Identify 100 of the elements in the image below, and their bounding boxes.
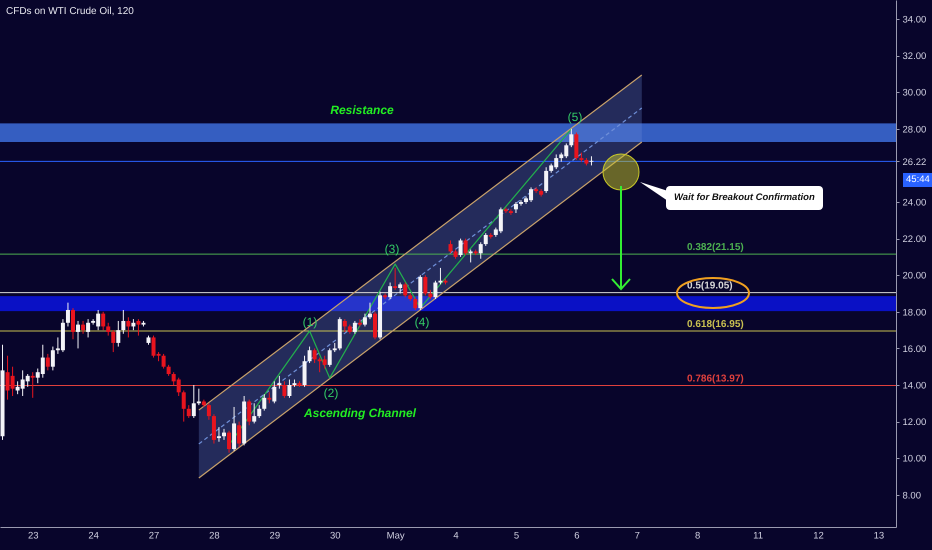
y-tick-label: 14.00	[902, 380, 926, 392]
candlestick	[46, 353, 50, 371]
candlestick	[50, 346, 55, 371]
candlestick	[342, 318, 347, 332]
annotation: (3)	[384, 242, 400, 256]
ref-line-label: 0.786(13.97)	[687, 374, 744, 385]
candlestick	[282, 380, 286, 398]
candlestick	[287, 379, 292, 398]
candlestick	[166, 364, 171, 376]
candlestick	[368, 302, 372, 320]
ref-line-label: 0.382(21.15)	[687, 242, 744, 254]
x-tick-label: 12	[813, 530, 824, 542]
y-tick-label: 24.00	[902, 198, 926, 209]
candlestick	[257, 404, 262, 418]
y-tick-label: 12.00	[902, 417, 926, 428]
candlestick	[186, 404, 191, 418]
candlestick	[302, 355, 307, 388]
x-tick-label: 8	[695, 530, 700, 542]
annotation: Ascending Channel	[304, 406, 416, 420]
y-tick-label: 10.00	[902, 454, 926, 465]
candlestick	[81, 320, 86, 334]
candlestick	[136, 318, 140, 336]
x-tick-label: 30	[330, 530, 341, 542]
x-tick-label: 28	[209, 530, 220, 542]
candlestick	[448, 240, 453, 254]
candlestick	[403, 282, 408, 298]
candlestick	[454, 249, 458, 260]
candlestick	[86, 318, 90, 338]
candlestick	[206, 402, 211, 420]
candlestick	[388, 282, 392, 300]
candlestick	[66, 302, 70, 327]
candlestick	[478, 242, 483, 260]
candlestick	[252, 402, 256, 424]
x-tick-label: 23	[28, 530, 39, 542]
ref-line-label: 0.5(19.05)	[687, 280, 733, 292]
candlestick	[398, 282, 402, 294]
candlestick	[227, 430, 232, 454]
candlestick	[196, 388, 201, 406]
candlestick	[514, 202, 518, 214]
annotation: (4)	[414, 315, 430, 329]
annotation: (2)	[324, 386, 338, 400]
candlestick	[121, 309, 126, 334]
candlestick	[362, 313, 367, 327]
candlestick	[212, 414, 216, 444]
candlestick	[192, 384, 196, 418]
candlestick	[70, 308, 75, 340]
candlestick	[106, 322, 110, 336]
candlestick	[464, 238, 468, 256]
candlestick	[308, 346, 312, 364]
ref-line-label: 0.618(16.95)	[687, 319, 744, 330]
candlestick	[328, 348, 332, 368]
text: CFDs on WTI Crude Oil, 120	[6, 6, 134, 17]
candlestick	[262, 394, 266, 412]
candlestick	[101, 311, 106, 331]
y-tick-label: 16.00	[902, 344, 926, 355]
candlestick	[373, 311, 378, 340]
candlestick	[484, 232, 488, 246]
candlestick	[146, 335, 150, 346]
candlestick	[348, 324, 352, 334]
text: 45:44	[903, 173, 932, 186]
y-tick-label: 28.00	[902, 124, 926, 136]
y-tick-label: 20.00	[902, 270, 926, 282]
candlestick	[458, 238, 463, 258]
candlestick	[247, 399, 252, 426]
y-tick-label: 26.22	[902, 156, 926, 168]
candlestick	[116, 320, 120, 348]
candlestick	[438, 267, 442, 285]
candlestick	[126, 316, 130, 338]
candlestick	[589, 156, 594, 166]
candlestick	[569, 128, 574, 148]
candlestick	[468, 249, 473, 263]
candlestick	[423, 274, 428, 296]
y-tick-label: 8.00	[902, 490, 921, 502]
x-tick-label: 27	[148, 530, 160, 542]
annotation: Resistance	[330, 103, 394, 117]
y-tick-label: 34.00	[902, 14, 926, 26]
candlestick	[222, 428, 226, 440]
candlestick	[237, 421, 242, 448]
candlestick	[433, 280, 438, 300]
candlestick	[111, 330, 116, 353]
x-tick-label: 5	[514, 530, 520, 542]
y-tick-label: 22.00	[902, 234, 926, 246]
x-tick-label: 11	[753, 530, 764, 542]
candlestick	[352, 320, 357, 334]
x-tick-label: 13	[874, 530, 884, 542]
candlestick	[544, 166, 548, 194]
candlestick	[162, 353, 166, 370]
candlestick	[182, 390, 186, 422]
annotation: Wait for Breakout Confirmation	[666, 186, 823, 210]
candlestick	[579, 152, 584, 162]
y-tick-label: 32.00	[902, 51, 926, 62]
candlestick	[574, 132, 578, 160]
candlestick	[277, 375, 282, 390]
x-tick-label: 4	[453, 530, 459, 542]
x-tick-label: 24	[88, 530, 99, 542]
x-tick-label: 6	[574, 530, 580, 542]
annotation: (5)	[568, 110, 582, 124]
x-tick-label: 29	[270, 530, 280, 542]
y-tick-label: 30.00	[902, 88, 926, 99]
candlestick	[131, 318, 136, 331]
